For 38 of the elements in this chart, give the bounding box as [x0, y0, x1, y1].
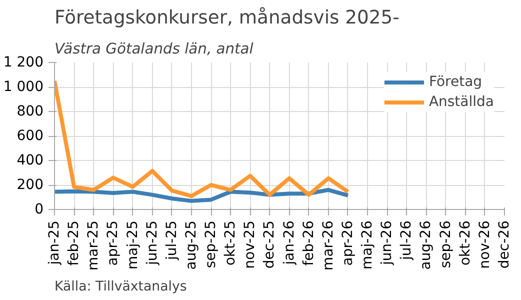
x-tick-label: aug-25 [183, 220, 200, 270]
y-tick-label: 1 000 [3, 79, 44, 95]
y-tick-label: 0 [34, 202, 44, 218]
x-tick-label: apr-25 [105, 220, 122, 266]
x-tick-label: feb-26 [300, 220, 317, 266]
x-tick-label: okt-26 [457, 220, 474, 266]
x-tick-label: feb-25 [66, 220, 82, 266]
legend-label: Anställda [428, 94, 494, 110]
x-tick-label: nov-26 [476, 220, 493, 269]
x-tick-label: aug-26 [418, 220, 434, 270]
x-tick-label: apr-26 [340, 220, 356, 266]
y-tick-label: 600 [16, 128, 44, 144]
line-series [54, 78, 350, 198]
x-tick-label: dec-25 [262, 220, 278, 269]
y-tick-label: 200 [16, 177, 44, 193]
x-tick-label: dec-26 [496, 220, 512, 269]
x-tick-label: jul-25 [164, 220, 180, 262]
y-tick-label: 800 [16, 104, 44, 120]
chart-title: Företagskonkurser, månadsvis 2025- [54, 6, 400, 28]
x-tick-label: jun-26 [379, 220, 396, 266]
x-tick-label: maj-26 [360, 220, 376, 270]
line-series [54, 188, 350, 203]
x-tick-label: mar-26 [320, 220, 336, 270]
legend-label: Företag [428, 74, 482, 90]
x-tick-label: sep-25 [203, 220, 220, 268]
y-tick-label: 400 [16, 152, 44, 168]
x-tick-label: jan-25 [46, 220, 62, 266]
x-tick-label: okt-25 [222, 220, 239, 266]
x-tick-label: jan-26 [281, 220, 298, 266]
x-tick-label: jul-26 [398, 220, 415, 262]
x-tick-label: nov-25 [242, 220, 258, 269]
chart-subtitle: Västra Götalands län, antal [54, 40, 254, 58]
x-tick-label: maj-25 [124, 220, 141, 270]
x-tick-label: sep-26 [438, 220, 454, 268]
y-tick-label: 1 200 [3, 54, 44, 70]
x-tick-label: jun-25 [144, 220, 160, 266]
text: Källa: Tillväxtanalys [54, 280, 187, 294]
x-tick-label: mar-25 [86, 220, 102, 270]
